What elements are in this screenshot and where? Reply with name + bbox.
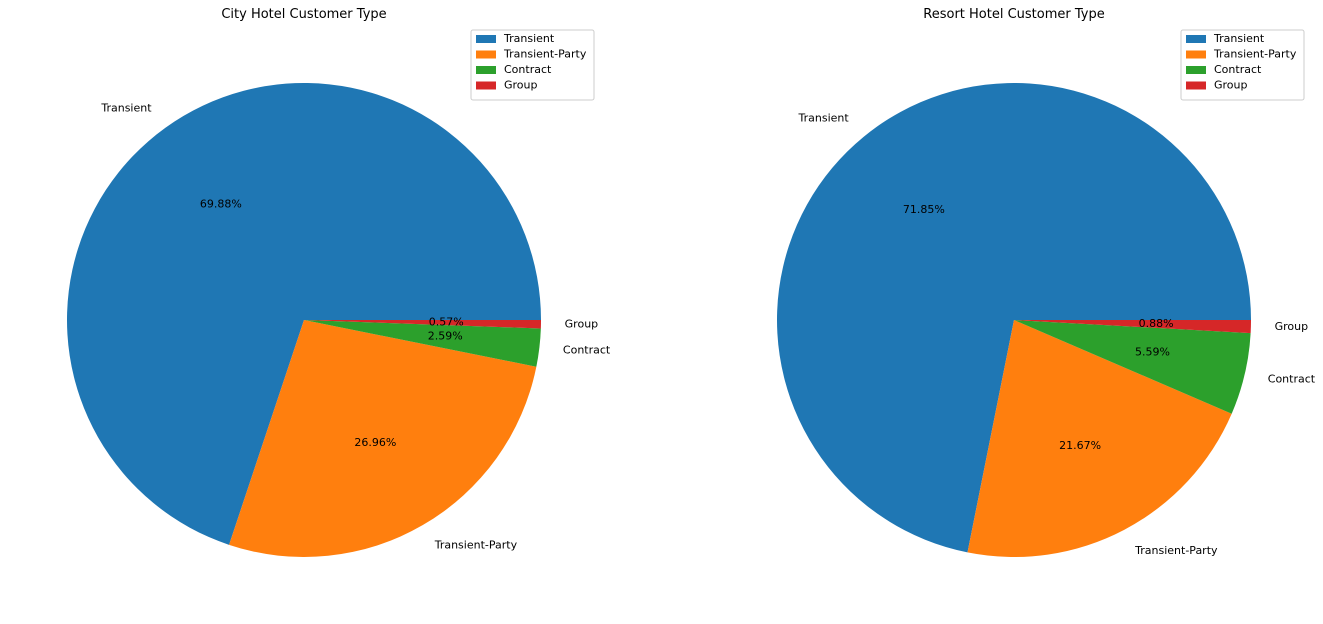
- pie-labels: Transient 71.85% Transient-Party 21.67% Cont…: [798, 111, 1316, 556]
- legend: Transient Transient-Party Contract Group: [470, 29, 595, 101]
- pie-slice-group: [304, 320, 542, 329]
- legend-frame: [1180, 29, 1305, 101]
- chart-title: Resort Hotel Customer Type: [923, 7, 1104, 22]
- slice-label-transient-party: Transient-Party: [434, 539, 518, 552]
- pie-slice-contract: [304, 320, 541, 367]
- slice-pct-label-contract: 2.59%: [428, 330, 463, 343]
- legend-swatch-transient-party: [476, 50, 496, 59]
- pie-slices: [66, 82, 542, 557]
- pie-slice-group: [1014, 320, 1251, 334]
- legend: Transient Transient-Party Contract Group: [1180, 29, 1305, 101]
- slice-label-transient: Transient: [100, 102, 152, 115]
- pie-slice-transient-party: [229, 320, 537, 557]
- slice-pct-label-group: 0.57%: [429, 316, 464, 329]
- legend-label-group: Group: [504, 79, 538, 92]
- slice-label-group: Group: [1275, 320, 1309, 333]
- legend-label-group: Group: [1214, 79, 1248, 92]
- legend-swatch-contract: [476, 66, 496, 74]
- slice-pct-label-group: 0.88%: [1139, 317, 1174, 330]
- slice-pct-label-transient-party: 21.67%: [1059, 439, 1101, 452]
- pie-slice-transient: [776, 82, 1251, 553]
- legend-label-transient: Transient: [503, 32, 555, 45]
- slice-pct-label-transient: 69.88%: [200, 198, 242, 211]
- slice-label-transient-party: Transient-Party: [1134, 544, 1218, 557]
- pie-slice-transient-party: [967, 320, 1232, 557]
- slice-pct-label-transient-party: 26.96%: [354, 436, 396, 449]
- slice-pct-label-transient: 71.85%: [903, 203, 945, 216]
- legend-swatch-transient: [1186, 35, 1206, 43]
- legend-swatch-contract: [1186, 66, 1206, 74]
- chart-title: City Hotel Customer Type: [221, 7, 386, 22]
- legend-swatch-group: [476, 81, 496, 90]
- slice-pct-label-contract: 5.59%: [1135, 346, 1170, 359]
- slice-label-contract: Contract: [563, 343, 611, 356]
- pie-slice-contract: [1014, 320, 1251, 414]
- legend-label-contract: Contract: [1214, 63, 1262, 76]
- slice-label-contract: Contract: [1268, 373, 1316, 386]
- legend-swatch-group: [1186, 81, 1206, 90]
- slice-label-transient: Transient: [798, 111, 850, 124]
- legend-label-transient: Transient: [1213, 32, 1265, 45]
- slice-label-group: Group: [565, 318, 599, 331]
- pie-slices: [776, 82, 1251, 557]
- legend-swatch-transient: [476, 35, 496, 43]
- pie-labels: Transient 69.88% Transient-Party 26.96% Cont…: [100, 102, 611, 552]
- legend-swatch-transient-party: [1186, 50, 1206, 59]
- city-hotel-pie-chart: City Hotel Customer Type Transient 69.88%…: [66, 7, 611, 557]
- legend-label-transient-party: Transient-Party: [503, 48, 587, 61]
- resort-hotel-pie-chart: Resort Hotel Customer Type Transient 71.8…: [776, 7, 1316, 557]
- legend-label-contract: Contract: [504, 63, 552, 76]
- legend-label-transient-party: Transient-Party: [1213, 48, 1297, 61]
- pie-slice-transient: [66, 82, 541, 545]
- legend-frame: [470, 29, 595, 101]
